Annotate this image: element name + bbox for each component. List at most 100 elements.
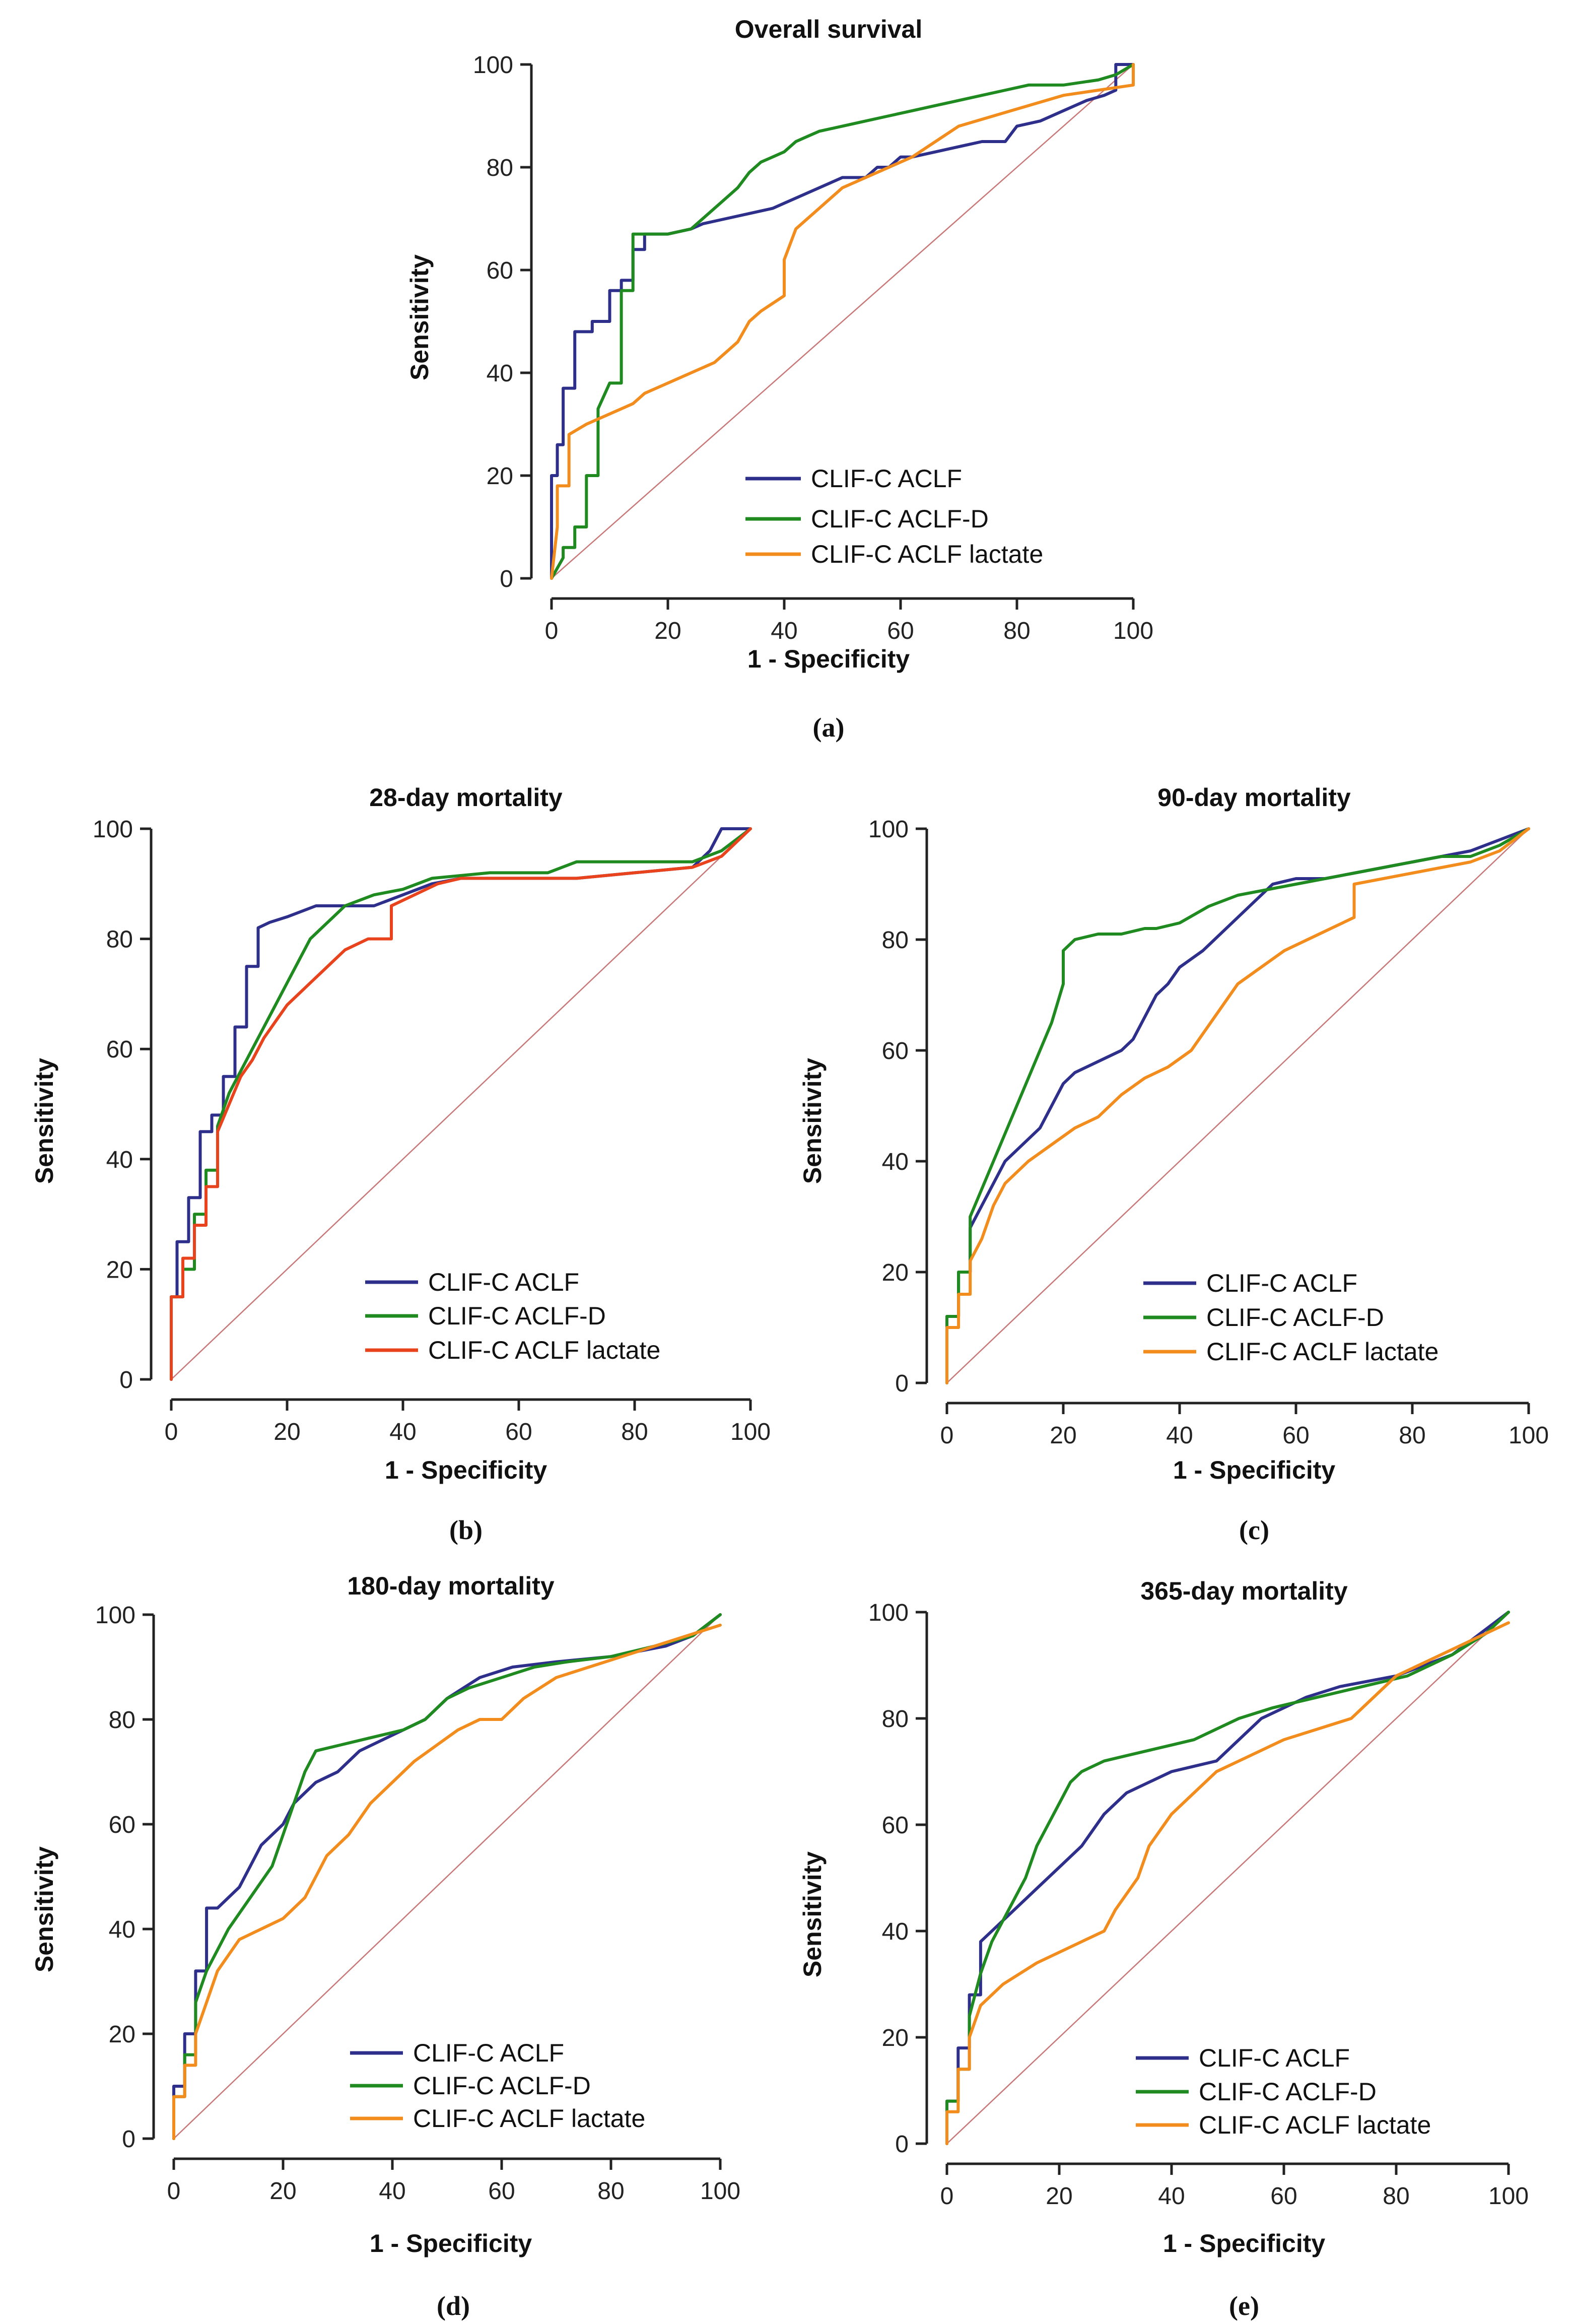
- legend: CLIF-C ACLF CLIF-C ACLF-D CLIF-C ACLF la…: [1136, 2044, 1431, 2139]
- legend-label-clif-c-aclf: CLIF-C ACLF: [413, 2039, 564, 2067]
- legend-label-clif-c-aclf: CLIF-C ACLF: [428, 1268, 579, 1296]
- y-tick-label: 0: [895, 1370, 909, 1397]
- x-tick-label: 100: [700, 2178, 740, 2205]
- legend: CLIF-C ACLF CLIF-C ACLF-D CLIF-C ACLF la…: [365, 1268, 660, 1364]
- y-tick-label: 60: [109, 1812, 135, 1838]
- x-tick-label: 100: [1113, 618, 1153, 644]
- roc-curve-clif-c-aclf-d: [945, 1611, 1510, 2145]
- roc-curve-clif-c-aclf-d: [550, 63, 1135, 580]
- y-tick-label: 100: [93, 816, 133, 843]
- panel-label-d: (d): [437, 2291, 470, 2321]
- legend: CLIF-C ACLF CLIF-C ACLF-D CLIF-C ACLF la…: [350, 2039, 645, 2133]
- roc-curve-clif-c-aclf: [550, 63, 1135, 580]
- y-tick-label: 40: [106, 1147, 133, 1173]
- x-tick-label: 60: [488, 2178, 515, 2205]
- x-tick-label: 0: [545, 618, 559, 644]
- roc-curve-clif-c-aclf: [172, 1613, 722, 2140]
- plot-area: [550, 63, 1135, 580]
- roc-curve-clif-c-aclf-d: [172, 1613, 722, 2140]
- panel-label-c: (c): [1239, 1515, 1269, 1545]
- panel-overall-survival: Overall survival 0 20 40 60 80 100 0 20 40 60 80 10…: [405, 15, 1153, 673]
- legend-label-clif-c-aclf-lactate: CLIF-C ACLF lactate: [428, 1336, 660, 1364]
- y-tick-label: 20: [106, 1256, 133, 1283]
- x-tick-label: 40: [1158, 2183, 1185, 2210]
- x-tick-label: 0: [940, 1422, 954, 1449]
- panel-28-day-mortality: 28-day mortality 0 20 40 60 80 100 0 20 40 60 80 10…: [30, 783, 771, 1484]
- panel-label-a: (a): [813, 712, 845, 743]
- legend-label-clif-c-aclf-lactate: CLIF-C ACLF lactate: [1206, 1338, 1438, 1366]
- legend-label-clif-c-aclf-lactate: CLIF-C ACLF lactate: [413, 2104, 645, 2133]
- y-tick-label: 0: [119, 1367, 133, 1393]
- panel-label-b: (b): [449, 1515, 483, 1545]
- roc-curve-clif-c-aclf-d: [945, 827, 1530, 1384]
- y-tick-label: 80: [882, 927, 909, 954]
- y-axis-title: Sensitivity: [30, 1058, 58, 1184]
- axis-ticks: 0 20 40 60 80 100 0 20 40 60 80 100: [868, 816, 1549, 1449]
- y-tick-label: 80: [106, 926, 133, 953]
- axis-ticks: 0 20 40 60 80 100 0 20 40 60 80 100: [868, 1600, 1529, 2210]
- x-tick-label: 100: [730, 1419, 771, 1445]
- reference-diagonal: [946, 1612, 1509, 2144]
- x-tick-label: 80: [597, 2178, 624, 2205]
- plot-area: [945, 827, 1530, 1384]
- roc-curve-clif-c-aclf-lactate: [170, 827, 752, 1381]
- y-tick-label: 100: [95, 1602, 135, 1629]
- x-tick-label: 0: [165, 1419, 178, 1445]
- y-tick-label: 60: [106, 1036, 133, 1063]
- x-tick-label: 20: [1046, 2183, 1072, 2210]
- y-tick-label: 40: [882, 1918, 909, 1945]
- plot-area: [172, 1613, 722, 2140]
- legend-label-clif-c-aclf-lactate: CLIF-C ACLF lactate: [1199, 2111, 1431, 2139]
- roc-curve-clif-c-aclf-d: [170, 827, 752, 1381]
- plot-area: [945, 1611, 1510, 2145]
- y-tick-label: 100: [473, 52, 513, 79]
- roc-curve-clif-c-aclf-lactate: [945, 827, 1530, 1384]
- y-tick-label: 0: [895, 2131, 909, 2158]
- x-tick-label: 60: [887, 618, 914, 644]
- y-tick-label: 20: [882, 2025, 909, 2051]
- x-axis-title: 1 - Specificity: [1173, 1456, 1336, 1484]
- chart-title: 365-day mortality: [1140, 1577, 1347, 1605]
- chart-title: 90-day mortality: [1157, 783, 1351, 812]
- y-tick-label: 0: [122, 2126, 135, 2153]
- panel-90-day-mortality: 90-day mortality 0 20 40 60 80 100 0 20 40 60 80 10…: [798, 783, 1549, 1484]
- y-tick-label: 20: [882, 1259, 909, 1286]
- reference-diagonal: [171, 828, 751, 1380]
- x-tick-label: 80: [1399, 1422, 1425, 1449]
- y-tick-label: 40: [882, 1149, 909, 1175]
- legend: CLIF-C ACLF CLIF-C ACLF-D CLIF-C ACLF la…: [745, 464, 1043, 568]
- x-tick-label: 0: [167, 2178, 181, 2205]
- y-tick-label: 80: [487, 155, 513, 181]
- x-tick-label: 60: [1270, 2183, 1297, 2210]
- x-tick-label: 0: [940, 2183, 954, 2210]
- y-tick-label: 100: [868, 1600, 909, 1626]
- chart-title: 28-day mortality: [369, 783, 563, 812]
- legend-label-clif-c-aclf-d: CLIF-C ACLF-D: [413, 2072, 591, 2100]
- x-tick-label: 100: [1509, 1422, 1549, 1449]
- y-tick-label: 60: [882, 1812, 909, 1839]
- y-axis-title: Sensitivity: [798, 1851, 827, 1977]
- legend: CLIF-C ACLF CLIF-C ACLF-D CLIF-C ACLF la…: [1143, 1269, 1438, 1366]
- legend-label-clif-c-aclf-d: CLIF-C ACLF-D: [1199, 2078, 1377, 2106]
- x-tick-label: 40: [379, 2178, 405, 2205]
- reference-diagonal: [946, 828, 1529, 1383]
- y-tick-label: 80: [109, 1707, 135, 1734]
- roc-curve-clif-c-aclf-lactate: [550, 63, 1135, 580]
- x-tick-label: 80: [1383, 2183, 1409, 2210]
- y-axis-title: Sensitivity: [30, 1846, 58, 1972]
- x-tick-label: 60: [505, 1419, 532, 1445]
- roc-curve-clif-c-aclf-lactate: [945, 1621, 1510, 2145]
- y-tick-label: 80: [882, 1706, 909, 1733]
- axis-ticks: 0 20 40 60 80 100 0 20 40 60 80 100: [93, 816, 771, 1445]
- roc-curve-clif-c-aclf-lactate: [172, 1623, 722, 2140]
- y-tick-label: 0: [500, 566, 513, 592]
- y-tick-label: 40: [109, 1916, 135, 1943]
- x-tick-label: 20: [1050, 1422, 1076, 1449]
- reference-diagonal: [173, 1614, 721, 2139]
- x-axis-title: 1 - Specificity: [1163, 2229, 1326, 2257]
- axis-ticks: 0 20 40 60 80 100 0 20 40 60 80 100: [95, 1602, 740, 2205]
- y-tick-label: 20: [109, 2021, 135, 2048]
- x-axis-title: 1 - Specificity: [385, 1456, 547, 1484]
- panel-180-day-mortality: 180-day mortality 0 20 40 60 80 100 0 20 40 60 80 1…: [30, 1572, 740, 2257]
- x-tick-label: 40: [1166, 1422, 1193, 1449]
